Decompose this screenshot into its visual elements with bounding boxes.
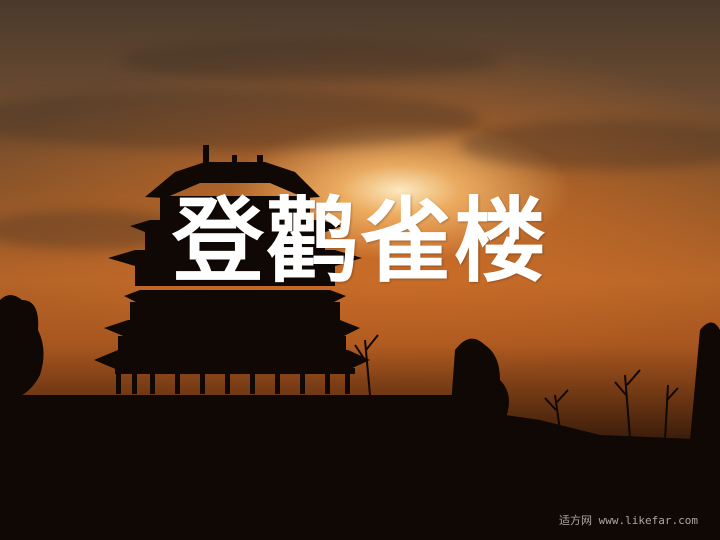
pagoda-story bbox=[118, 336, 346, 350]
tree-left bbox=[0, 295, 44, 400]
platform bbox=[0, 395, 720, 540]
watermark: 适方网 www.likefar.com bbox=[559, 514, 698, 527]
pagoda-base bbox=[115, 368, 355, 374]
cloud bbox=[460, 120, 720, 170]
pagoda-story bbox=[135, 264, 335, 286]
roof-finial bbox=[203, 145, 209, 163]
pagoda-roof bbox=[124, 290, 346, 304]
pagoda-roof bbox=[108, 250, 362, 266]
tree-right bbox=[450, 338, 509, 420]
pagoda-roof bbox=[145, 162, 320, 198]
slide-title: 登鹳雀楼 bbox=[171, 188, 548, 295]
pagoda-roof bbox=[94, 350, 370, 370]
roof-finial bbox=[232, 155, 237, 165]
pagoda-roof bbox=[130, 220, 342, 234]
cloud bbox=[0, 90, 480, 150]
cloud bbox=[120, 40, 500, 80]
pagoda-story bbox=[160, 196, 310, 222]
pagoda-story bbox=[130, 302, 340, 322]
pagoda-story bbox=[145, 232, 325, 252]
pagoda-roof bbox=[104, 320, 360, 338]
tree-right bbox=[690, 322, 720, 440]
